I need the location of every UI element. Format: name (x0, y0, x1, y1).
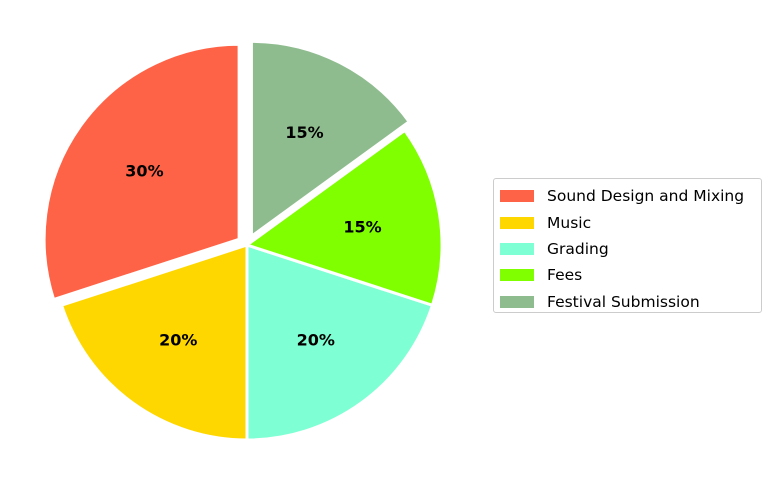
pie-slice-1 (59, 242, 249, 442)
pie-slice-4 (249, 39, 412, 240)
legend-swatch (500, 190, 534, 203)
legend-swatch (500, 269, 534, 282)
legend-item: Music (500, 209, 761, 235)
pie-slice-2 (245, 242, 435, 442)
legend-label: Fees (547, 266, 583, 285)
pie-slice-0 (42, 42, 241, 302)
legend-label: Grading (547, 239, 609, 258)
slice-percent-label: 20% (159, 331, 197, 350)
legend-item: Grading (500, 236, 761, 262)
legend-swatch (500, 295, 534, 308)
slice-percent-label: 20% (297, 331, 335, 350)
slice-percent-label: 15% (343, 218, 381, 237)
legend-label: Sound Design and Mixing (547, 187, 745, 206)
legend-item: Fees (500, 262, 761, 288)
slice-percent-label: 30% (125, 161, 163, 180)
legend-label: Festival Submission (547, 292, 700, 311)
legend-swatch (500, 242, 534, 255)
legend-swatch (500, 216, 534, 229)
pie-slice-3 (243, 128, 444, 308)
legend-label: Music (547, 213, 592, 232)
slice-percent-label: 15% (285, 123, 323, 142)
legend-item: Festival Submission (500, 289, 761, 315)
legend-item: Sound Design and Mixing (500, 183, 761, 209)
legend: Sound Design and Mixing Music Grading Fees F… (493, 178, 762, 313)
